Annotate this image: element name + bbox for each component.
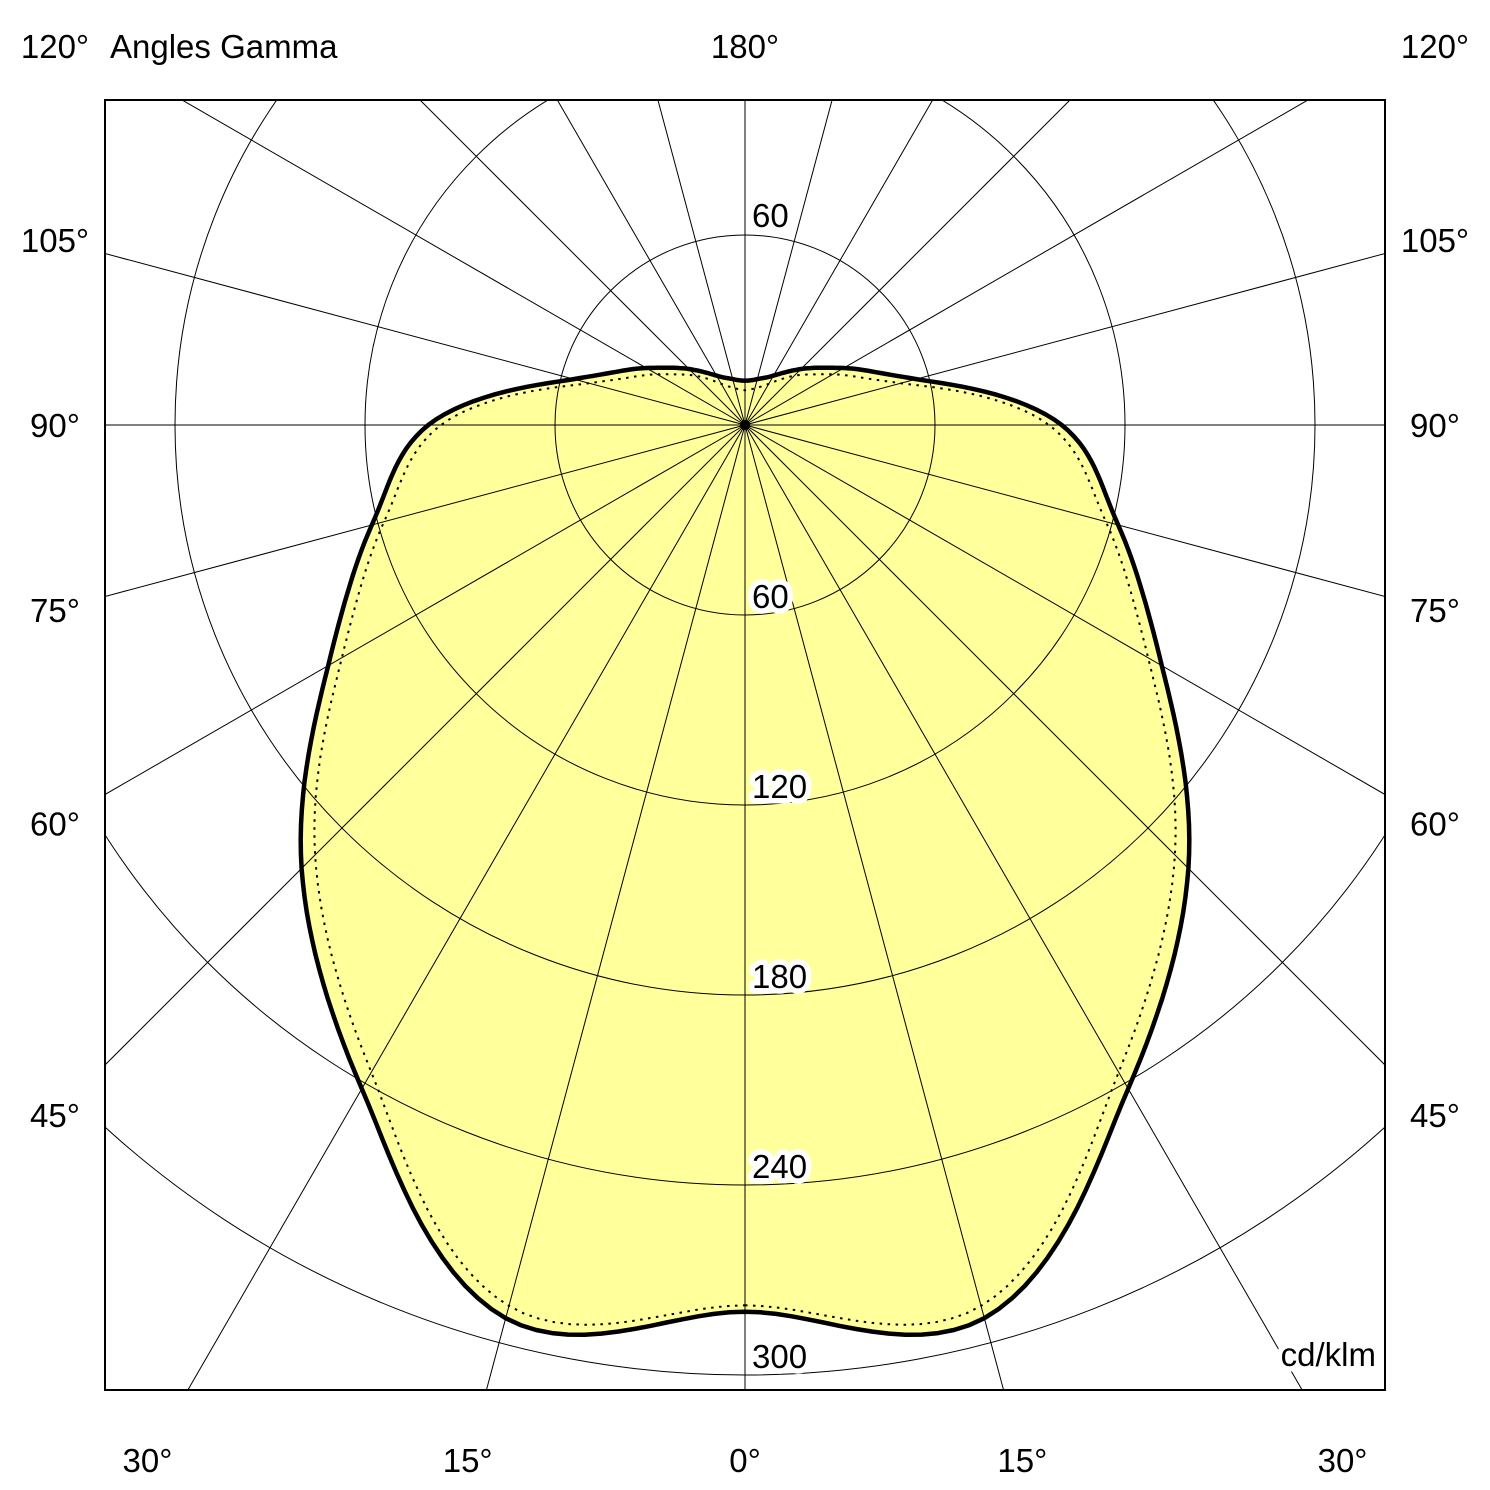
polar-grid-ray [744,424,1385,1066]
chart-border [104,99,1386,1391]
gamma-angle-label-left: 90° [30,407,80,444]
polar-grid-ray [105,424,746,796]
polar-grid-ray [744,100,833,426]
gamma-angle-label-right: 75° [1410,592,1460,629]
gamma-angle-label-right: 120° [1401,28,1469,65]
radial-tick-label: 60 [752,578,789,615]
polar-grid-ray [419,100,746,426]
gamma-angle-label-left: 45° [30,1097,80,1134]
gamma-angle-label-left: 120° [21,28,89,65]
polar-grid-ray [556,100,746,426]
polar-grid-ray [744,100,934,426]
gamma-angle-label-right: 90° [1410,407,1460,444]
top-axis-label: 180° [711,28,779,65]
polar-grid-ray [181,100,746,426]
polar-grid-ray [744,424,1385,598]
radial-tick-label: 120 [752,768,807,805]
radial-tick-label: 240 [752,1148,807,1185]
gamma-angle-label-bottom: 30° [122,1442,172,1479]
radial-tick-label: 180 [752,958,807,995]
gamma-angle-label-right: 45° [1410,1097,1460,1134]
polar-grid-ray [105,424,746,1066]
intensity-curve-c90-c270 [313,373,1177,1326]
gamma-angle-label-bottom: 15° [443,1442,493,1479]
gamma-angle-label-right: 60° [1410,805,1460,842]
polar-grid-ray [744,252,1385,426]
radial-tick-label: 300 [752,1338,807,1375]
gamma-angle-label-left: 105° [21,222,89,259]
polar-grid-ray [744,424,1385,796]
polar-grid-ray [105,252,746,426]
chart-title: Angles Gamma [110,28,338,65]
polar-grid-ray [744,424,1303,1390]
polar-grid-ray [744,100,1309,426]
polar-grid-ray [657,100,746,426]
gamma-angle-label-right: 105° [1401,222,1469,259]
pole-dot [740,420,750,430]
polar-grid-ray [744,100,1071,426]
gamma-angle-label-bottom: 0° [729,1442,761,1479]
polar-grid-ray [187,424,746,1390]
polar-grid-ray [485,424,746,1390]
radial-tick-label-upper: 60 [752,197,789,234]
polar-grid-ray [744,424,1005,1390]
gamma-angle-label-left: 75° [30,592,80,629]
polar-grid-ray [105,424,746,598]
gamma-angle-label-bottom: 15° [997,1442,1047,1479]
unit-label: cd/klm [1281,1336,1376,1373]
intensity-curve-c0-c180 [298,365,1192,1337]
gamma-angle-label-left: 60° [30,805,80,842]
gamma-angle-label-bottom: 30° [1318,1442,1368,1479]
